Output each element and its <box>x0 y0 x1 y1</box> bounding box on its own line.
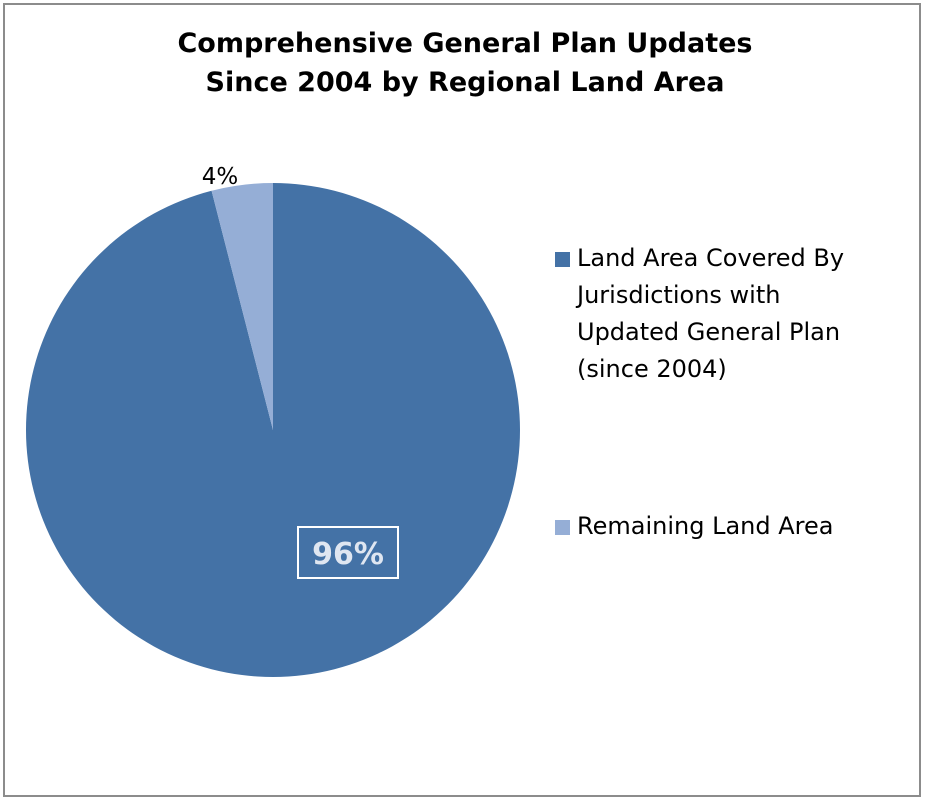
legend: Land Area Covered By Jurisdictions with … <box>553 240 913 545</box>
legend-label-line: Jurisdictions with <box>577 281 781 309</box>
legend-item-remaining-land-area[interactable]: Remaining Land Area <box>553 508 913 545</box>
data-label-4: 4% <box>202 164 239 190</box>
pie-chart: 96% 4% <box>25 164 520 677</box>
pie-slice-land-area-covered[interactable] <box>25 183 520 677</box>
chart-title: Comprehensive General Plan Updates Since… <box>0 24 930 102</box>
pie-slice-remaining-land-area[interactable] <box>211 183 273 430</box>
legend-item-land-area-covered[interactable]: Land Area Covered By Jurisdictions with … <box>553 240 913 388</box>
data-label-box-96 <box>297 526 399 579</box>
chart-title-line-2: Since 2004 by Regional Land Area <box>205 67 725 98</box>
data-label-96: 96% <box>312 537 384 572</box>
legend-label-line: Land Area Covered By <box>577 244 845 272</box>
legend-swatch-land-area-covered <box>555 252 570 267</box>
chart-title-line-1: Comprehensive General Plan Updates <box>177 28 753 59</box>
legend-label-line: Updated General Plan <box>577 318 841 346</box>
legend-label-line: Remaining Land Area <box>577 512 834 540</box>
legend-label-line: (since 2004) <box>577 355 727 383</box>
legend-swatch-remaining-land-area <box>555 520 570 535</box>
